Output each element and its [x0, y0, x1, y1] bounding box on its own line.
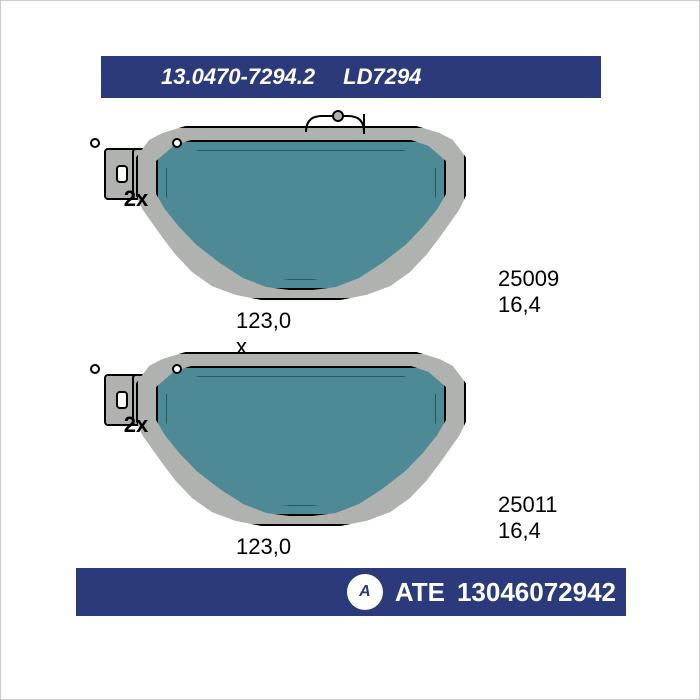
diagram-canvas: 13.0470-7294.2 LD7294 2x 123,0 x 61,2 25…: [76, 56, 626, 616]
quantity-label: 2x: [124, 186, 148, 212]
header-bar: 13.0470-7294.2 LD7294: [101, 56, 601, 98]
side-code-label: 25009 16,4: [498, 266, 559, 318]
brand-logo: A: [347, 574, 383, 610]
wear-clip-icon: [304, 112, 374, 132]
part-code: 13.0470-7294.2: [161, 64, 315, 90]
alt-code: LD7294: [343, 64, 421, 90]
side-code-label: 25011 16,4: [498, 492, 558, 544]
brand-name: ATE: [395, 577, 445, 608]
quantity-label: 2x: [124, 412, 148, 438]
logo-icon: A: [347, 574, 383, 610]
rivet-left: [172, 364, 182, 374]
footer-bar: A ATE 13046072942: [76, 568, 626, 616]
rivet-left: [172, 138, 182, 148]
footer-part-number: 13046072942: [457, 577, 616, 608]
rivet-right: [90, 138, 100, 148]
rivet-right: [90, 364, 100, 374]
